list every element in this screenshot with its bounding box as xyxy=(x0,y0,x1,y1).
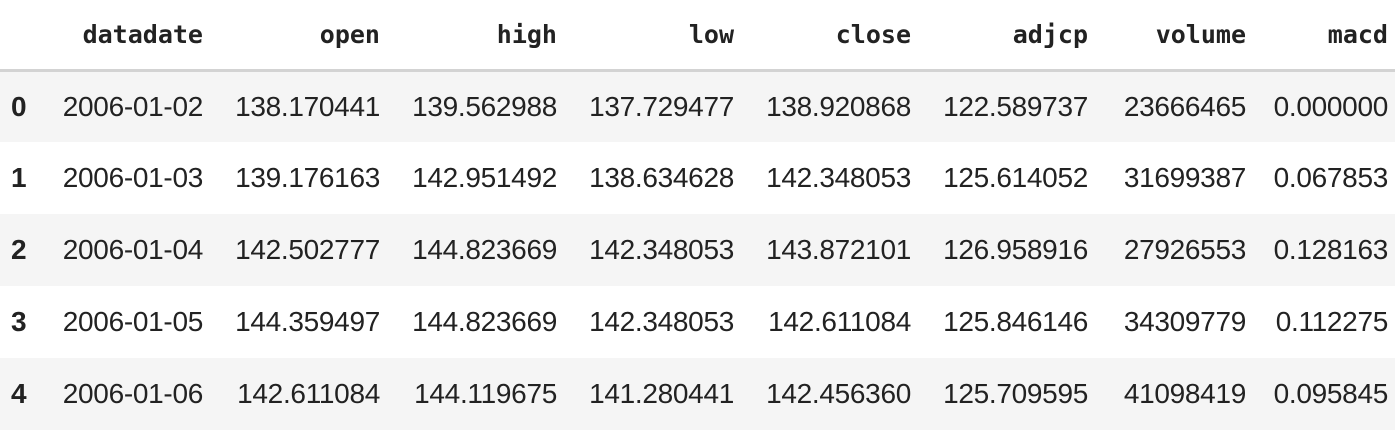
cell-volume: 27926553 xyxy=(1123,234,1246,265)
cell-high: 144.823669 xyxy=(412,306,557,337)
row-index: 0 xyxy=(11,90,27,122)
cell-open: 144.359497 xyxy=(235,306,380,337)
cell-macd: 0.128163 xyxy=(1273,234,1389,265)
row-index: 1 xyxy=(11,162,27,193)
cell-datadate: 2006-01-05 xyxy=(62,306,204,337)
cell-high: 144.823669 xyxy=(412,234,557,265)
row-index: 4 xyxy=(11,378,27,409)
cell-high: 144.119675 xyxy=(414,378,557,409)
row-index: 2 xyxy=(11,234,27,265)
cell-macd: 0.112275 xyxy=(1275,306,1389,337)
column-header-close: close xyxy=(741,0,918,72)
cell-low: 137.729477 xyxy=(589,90,734,122)
table-row: 4 2006-01-06 142.611084 144.119675 141.2… xyxy=(0,358,1395,430)
cell-datadate: 2006-01-04 xyxy=(62,234,204,265)
cell-low: 142.348053 xyxy=(589,306,734,337)
cell-adjcp: 122.589737 xyxy=(943,90,1088,122)
row-index: 3 xyxy=(11,306,27,337)
cell-macd: 0.067853 xyxy=(1273,162,1389,193)
cell-open: 138.170441 xyxy=(235,90,380,122)
cell-volume: 23666465 xyxy=(1123,90,1246,122)
cell-macd: 0.095845 xyxy=(1273,378,1389,409)
dataframe-table: datadate open high low close adjcp volum… xyxy=(0,0,1395,430)
cell-close: 143.872101 xyxy=(766,234,911,265)
table-row: 0 2006-01-02 138.170441 139.562988 137.7… xyxy=(0,70,1395,142)
cell-datadate: 2006-01-06 xyxy=(62,378,204,409)
cell-close: 142.611084 xyxy=(768,306,911,337)
cell-close: 142.348053 xyxy=(766,162,911,193)
table-row: 3 2006-01-05 144.359497 144.823669 142.3… xyxy=(0,286,1395,358)
column-header-macd: macd xyxy=(1253,0,1395,72)
cell-open: 142.502777 xyxy=(235,234,380,265)
cell-close: 138.920868 xyxy=(766,90,911,122)
cell-open: 139.176163 xyxy=(235,162,380,193)
cell-close: 142.456360 xyxy=(766,378,911,409)
cell-adjcp: 125.709595 xyxy=(943,378,1088,409)
column-header-adjcp: adjcp xyxy=(918,0,1095,72)
column-header-low: low xyxy=(564,0,741,72)
table-row: 2 2006-01-04 142.502777 144.823669 142.3… xyxy=(0,214,1395,286)
cell-adjcp: 126.958916 xyxy=(943,234,1088,265)
cell-adjcp: 125.614052 xyxy=(943,162,1088,193)
table-row: 1 2006-01-03 139.176163 142.951492 138.6… xyxy=(0,142,1395,214)
cell-high: 142.951492 xyxy=(412,162,557,193)
index-column-header xyxy=(0,0,46,72)
cell-datadate: 2006-01-03 xyxy=(62,162,204,193)
cell-low: 138.634628 xyxy=(589,162,734,193)
cell-adjcp: 125.846146 xyxy=(943,306,1088,337)
cell-low: 141.280441 xyxy=(589,378,734,409)
table-header-row: datadate open high low close adjcp volum… xyxy=(0,0,1395,72)
cell-open: 142.611084 xyxy=(237,378,380,409)
cell-volume: 34309779 xyxy=(1123,306,1246,337)
column-header-open: open xyxy=(210,0,387,72)
cell-low: 142.348053 xyxy=(589,234,734,265)
cell-volume: 41098419 xyxy=(1123,378,1246,409)
column-header-datadate: datadate xyxy=(46,0,210,72)
cell-volume: 31699387 xyxy=(1123,162,1246,193)
column-header-high: high xyxy=(387,0,564,72)
column-header-volume: volume xyxy=(1095,0,1253,72)
cell-macd: 0.000000 xyxy=(1273,90,1389,122)
cell-high: 139.562988 xyxy=(412,90,557,122)
cell-datadate: 2006-01-02 xyxy=(62,90,204,122)
